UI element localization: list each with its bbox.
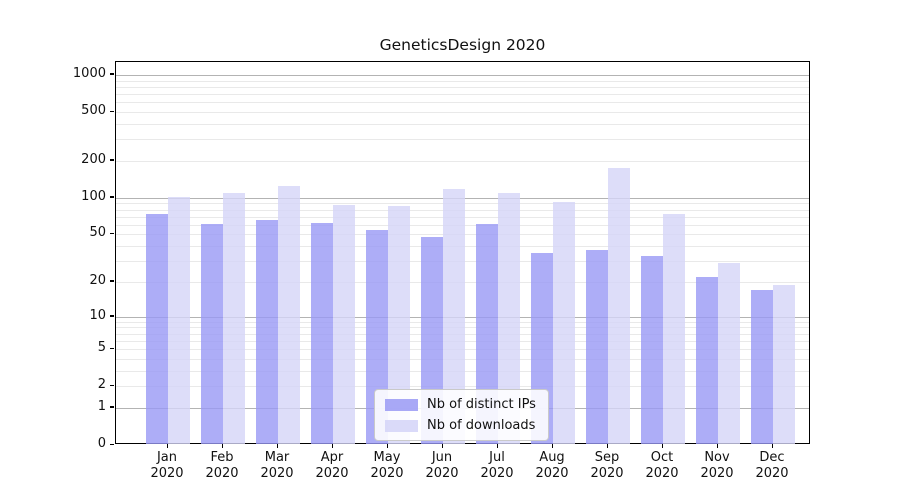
y-tick-2 [110, 384, 114, 387]
y-tick-500 [110, 110, 114, 113]
y-tick-0 [110, 443, 114, 445]
x-tick-label-dec: Dec 2020 [755, 450, 789, 481]
x-tick-label-may: May 2020 [370, 450, 404, 481]
y-tick-label-500: 500 [81, 103, 106, 119]
gridline-minor [116, 160, 809, 162]
y-tick-5 [110, 347, 114, 350]
x-tick-oct [661, 444, 663, 448]
x-tick-label-nov: Nov 2020 [700, 450, 734, 481]
y-tick-label-1: 1 [97, 398, 106, 414]
gridline-minor [116, 123, 809, 125]
bar-downloads-apr [333, 205, 355, 444]
bar-downloads-mar [278, 185, 300, 444]
y-tick-100 [110, 196, 114, 198]
gridline-minor [116, 94, 809, 96]
y-tick-label-10: 10 [89, 307, 106, 323]
legend-swatch-distinct-ips [385, 398, 418, 411]
x-tick-jun [441, 444, 443, 448]
y-tick-1000 [110, 73, 114, 75]
plot-area [115, 61, 810, 444]
bar-downloads-aug [553, 202, 575, 444]
x-tick-nov [716, 444, 718, 448]
bar-downloads-jan [168, 196, 190, 444]
x-tick-label-jul: Jul 2020 [480, 450, 514, 481]
x-tick-apr [331, 444, 333, 448]
bar-distinct-ips-feb [201, 223, 223, 444]
gridline-minor [116, 102, 809, 104]
y-tick-50 [110, 232, 114, 235]
y-tick-label-2: 2 [97, 377, 106, 393]
bar-distinct-ips-sep [586, 250, 608, 444]
x-tick-aug [551, 444, 553, 448]
x-tick-label-jan: Jan 2020 [150, 450, 184, 481]
x-tick-label-sep: Sep 2020 [590, 450, 624, 481]
bar-distinct-ips-jul [476, 223, 498, 444]
bar-downloads-sep [608, 167, 630, 444]
y-tick-1 [110, 406, 114, 408]
legend-swatch-downloads [385, 419, 418, 432]
x-tick-jan [166, 444, 168, 448]
gridline-minor [116, 80, 809, 82]
gridline-major [116, 74, 809, 76]
x-tick-feb [221, 444, 223, 448]
y-tick-label-5: 5 [97, 340, 106, 356]
x-tick-label-apr: Apr 2020 [315, 450, 349, 481]
legend-label-downloads: Nb of downloads [427, 418, 536, 433]
y-tick-label-100: 100 [81, 188, 106, 204]
bar-distinct-ips-oct [641, 256, 663, 444]
bar-downloads-nov [718, 262, 740, 444]
x-tick-label-oct: Oct 2020 [645, 450, 679, 481]
legend-label-distinct-ips: Nb of distinct IPs [427, 397, 536, 412]
gridline-minor [116, 139, 809, 141]
x-tick-label-feb: Feb 2020 [205, 450, 239, 481]
y-tick-label-0: 0 [97, 436, 106, 451]
bar-distinct-ips-dec [751, 290, 773, 444]
y-tick-200 [110, 159, 114, 161]
legend: Nb of distinct IPs Nb of downloads [374, 389, 549, 441]
x-tick-label-aug: Aug 2020 [535, 450, 569, 481]
x-tick-label-jun: Jun 2020 [425, 450, 459, 481]
y-tick-label-20: 20 [89, 272, 106, 288]
x-tick-jul [496, 444, 498, 448]
gridline-minor [116, 86, 809, 88]
bar-downloads-jun [443, 189, 465, 444]
y-tick-label-200: 200 [81, 151, 106, 167]
y-tick-label-50: 50 [89, 225, 106, 241]
gridline-minor [116, 112, 809, 114]
x-tick-dec [771, 444, 773, 448]
y-tick-label-1000: 1000 [72, 65, 106, 81]
bar-distinct-ips-jan [146, 213, 168, 444]
x-tick-may [386, 444, 388, 448]
bar-downloads-may [388, 206, 410, 444]
x-tick-label-mar: Mar 2020 [260, 450, 294, 481]
chart-title: GeneticsDesign 2020 [379, 36, 546, 54]
bar-downloads-oct [663, 213, 685, 444]
bar-distinct-ips-apr [311, 223, 333, 444]
bar-downloads-dec [773, 284, 795, 444]
y-tick-20 [110, 280, 114, 282]
bar-downloads-jul [498, 192, 520, 444]
legend-entry-distinct-ips: Nb of distinct IPs [385, 397, 536, 412]
bar-downloads-feb [223, 192, 245, 444]
bar-distinct-ips-nov [696, 277, 718, 444]
y-tick-10 [110, 315, 114, 317]
x-tick-mar [276, 444, 278, 448]
bar-distinct-ips-mar [256, 219, 278, 444]
legend-entry-downloads: Nb of downloads [385, 418, 536, 433]
x-tick-sep [606, 444, 608, 448]
